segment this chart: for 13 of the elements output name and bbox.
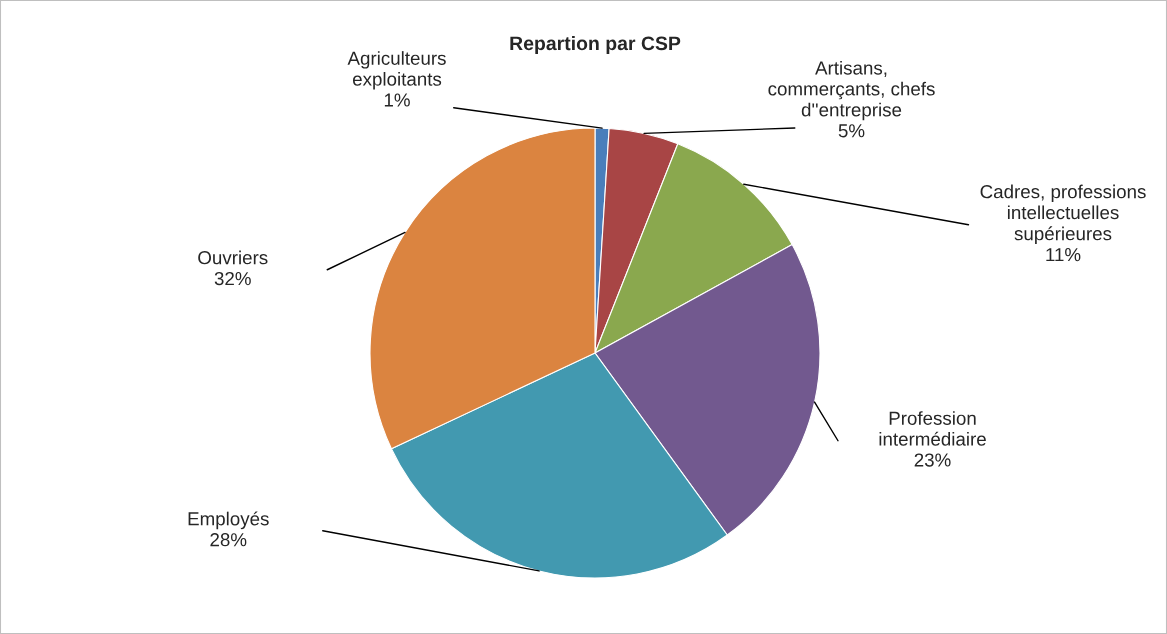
data-label: 5%: [838, 124, 865, 138]
slice-label: Employés: [188, 511, 269, 530]
slice-label: Ouvriers: [198, 250, 268, 265]
chart-title: Repartion par CSP: [510, 35, 681, 55]
data-label: 1%: [384, 93, 410, 107]
data-label: 28%: [210, 533, 247, 547]
slice-label: Agriculteurs exploitants: [347, 51, 446, 90]
slice-label: Profession intermédiaire: [879, 411, 986, 446]
data-label: 23%: [914, 453, 951, 467]
data-label: 11%: [1046, 248, 1081, 262]
slice-label: Cadres, professions intellectuelles supérieures: [980, 184, 1146, 245]
slice-label: Artisans, commerçants, chefs d''entreprise: [768, 60, 935, 121]
data-label: 32%: [214, 271, 251, 286]
